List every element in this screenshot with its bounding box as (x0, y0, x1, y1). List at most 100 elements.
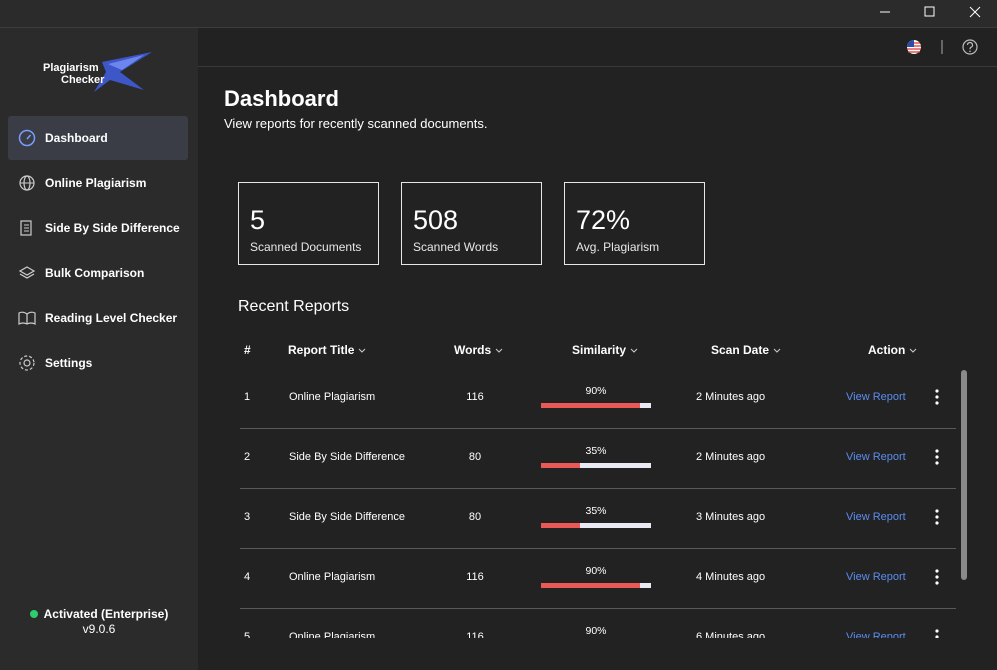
row-menu[interactable] (934, 488, 940, 546)
nav-item[interactable]: Online Plagiarism (8, 161, 188, 205)
row-menu[interactable] (934, 608, 940, 638)
nav-icon (19, 175, 35, 191)
language-flag[interactable] (907, 40, 921, 54)
nav-icon (19, 355, 35, 371)
nav-item[interactable]: Bulk Comparison (8, 251, 188, 295)
page-title: Dashboard (224, 86, 339, 111)
row-words: 116 (466, 631, 484, 638)
stat-card: 508 Scanned Words (401, 182, 542, 265)
row-index: 2 (244, 451, 251, 463)
nav-item[interactable]: Side By Side Difference (8, 206, 188, 250)
stat-value: 5 (250, 205, 266, 235)
view-report-link[interactable]: View Report (846, 631, 906, 638)
kebab-icon (935, 449, 939, 465)
version: v9.0.6 (82, 622, 116, 636)
row-title: Online Plagiarism (289, 391, 376, 403)
view-report-link[interactable]: View Report (846, 511, 906, 523)
row-menu[interactable] (934, 548, 940, 606)
sort-chevron (359, 348, 366, 353)
report-list: 1 Online Plagiarism 116 90% 2 Minutes ago Vie… (240, 368, 956, 638)
row-index: 1 (244, 391, 251, 403)
similarity-track (541, 463, 651, 468)
row-menu[interactable] (934, 368, 940, 426)
similarity-bar (541, 523, 580, 528)
kebab-icon (935, 509, 939, 525)
similarity-track (541, 523, 651, 528)
stat-card: 72% Avg. Plagiarism (564, 182, 705, 265)
license-status: Activated (Enterprise) (0, 607, 198, 621)
similarity-label: 90% (585, 385, 607, 397)
nav-item[interactable]: Reading Level Checker (8, 296, 188, 340)
sort-chevron (773, 348, 781, 353)
row-index: 4 (244, 571, 251, 583)
report-row: 4 Online Plagiarism 116 90% 4 Minutes ago Vie… (240, 548, 956, 609)
column-header[interactable]: Scan Date (711, 343, 781, 357)
similarity-label: 35% (585, 445, 607, 457)
section-title: Recent Reports (238, 298, 350, 315)
column-header[interactable]: Words (454, 343, 503, 357)
nav-label: Reading Level Checker (45, 311, 178, 325)
view-report-link[interactable]: View Report (846, 391, 906, 403)
sort-chevron (909, 348, 917, 353)
view-report-link[interactable]: View Report (846, 571, 906, 583)
similarity-label: 90% (585, 625, 607, 637)
kebab-icon (935, 389, 939, 405)
kebab-icon (935, 569, 939, 585)
column-title: Scan Date (711, 343, 770, 357)
row-title: Side By Side Difference (289, 511, 405, 523)
close-button[interactable] (969, 6, 981, 18)
report-row: 1 Online Plagiarism 116 90% 2 Minutes ago Vie… (240, 368, 956, 429)
page-subtitle: View reports for recently scanned docume… (224, 116, 488, 131)
nav-item[interactable]: Settings (8, 341, 188, 385)
report-row: 3 Side By Side Difference 80 35% 3 Minutes a… (240, 488, 956, 549)
nav-label: Bulk Comparison (45, 266, 145, 280)
logo-text: Plagiarism (43, 62, 99, 74)
row-words: 80 (468, 511, 482, 523)
nav-icon (18, 311, 36, 325)
nav-icon (18, 129, 36, 147)
kebab-icon (935, 629, 939, 638)
row-menu[interactable] (934, 428, 940, 486)
help-button[interactable] (962, 39, 978, 55)
column-title: # (244, 343, 251, 357)
row-scan-date: 4 Minutes ago (696, 571, 766, 583)
similarity-bar (541, 403, 640, 408)
similarity-bar (541, 583, 640, 588)
sort-chevron (630, 348, 638, 353)
nav-label: Side By Side Difference (45, 221, 180, 235)
row-scan-date: 3 Minutes ago (696, 511, 766, 523)
maximize-button[interactable] (924, 6, 935, 17)
nav-item[interactable]: Dashboard (8, 116, 188, 160)
logo: Plagiarism Checker (40, 50, 160, 94)
nav-label: Online Plagiarism (45, 176, 147, 190)
row-scan-date: 2 Minutes ago (696, 391, 766, 403)
row-title: Side By Side Difference (289, 451, 405, 463)
report-row: 2 Side By Side Difference 80 35% 2 Minutes a… (240, 428, 956, 489)
row-words: 116 (466, 391, 484, 403)
stat-label: Avg. Plagiarism (576, 240, 660, 254)
window-controls (880, 6, 981, 18)
stat-value: 72% (576, 205, 631, 235)
column-title: Similarity (572, 343, 627, 357)
view-report-link[interactable]: View Report (846, 451, 906, 463)
row-title: Online Plagiarism (289, 571, 376, 583)
column-header: # (244, 343, 251, 357)
stat-card: 5 Scanned Documents (238, 182, 379, 265)
row-index: 3 (244, 511, 251, 523)
status-dot (29, 610, 38, 618)
scrollbar (961, 370, 967, 580)
header-icons (907, 39, 978, 55)
similarity-label: 35% (585, 505, 607, 517)
column-header[interactable]: Report Title (288, 343, 366, 357)
column-header[interactable]: Similarity (572, 343, 638, 357)
nav-icon (18, 266, 36, 279)
row-title: Online Plagiarism (289, 631, 376, 638)
column-title: Words (454, 343, 492, 357)
status-text: Activated (Enterprise) (43, 607, 169, 621)
logo-mark (94, 52, 152, 92)
row-scan-date: 2 Minutes ago (696, 451, 766, 463)
row-words: 80 (468, 451, 482, 463)
row-scan-date: 6 Minutes ago (696, 631, 766, 638)
column-header[interactable]: Action (868, 343, 917, 357)
